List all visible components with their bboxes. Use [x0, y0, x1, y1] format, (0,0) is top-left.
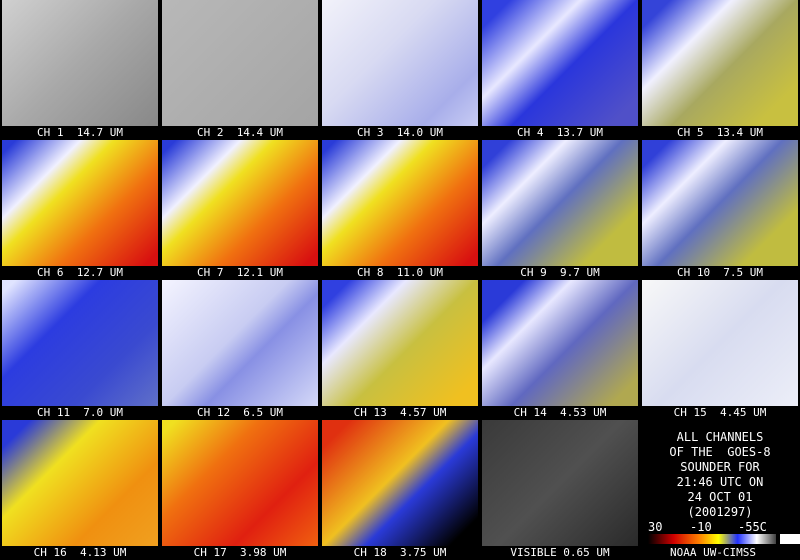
channel-image — [2, 280, 158, 406]
channel-label: CH 15 4.45 UM — [640, 406, 800, 420]
channel-panel: CH 18 3.75 UM — [320, 420, 480, 560]
caption: ALL CHANNELS OF THE GOES-8 SOUNDER FOR 21:4… — [640, 430, 800, 520]
channel-panel: CH 9 9.7 UM — [480, 140, 640, 280]
channel-image — [322, 0, 478, 126]
channel-image — [482, 420, 638, 546]
colorbar-label: -55C — [738, 520, 767, 534]
channel-panel: CH 2 14.4 UM — [160, 0, 320, 140]
channel-label: CH 16 4.13 UM — [0, 546, 160, 560]
channel-image — [642, 280, 798, 406]
channel-label: CH 10 7.5 UM — [640, 266, 800, 280]
channel-label: CH 5 13.4 UM — [640, 126, 800, 140]
channel-image — [642, 0, 798, 126]
channel-panel: CH 3 14.0 UM — [320, 0, 480, 140]
channel-panel: CH 16 4.13 UM — [0, 420, 160, 560]
channel-label: CH 9 9.7 UM — [480, 266, 640, 280]
channel-image — [642, 140, 798, 266]
channel-label: CH 17 3.98 UM — [160, 546, 320, 560]
channel-label: CH 6 12.7 UM — [0, 266, 160, 280]
colorbar-label: -10 — [690, 520, 712, 534]
channel-panel: VISIBLE 0.65 UM — [480, 420, 640, 560]
channel-label: VISIBLE 0.65 UM — [480, 546, 640, 560]
channel-image — [162, 140, 318, 266]
channel-image — [322, 280, 478, 406]
channel-image — [2, 420, 158, 546]
channel-image — [482, 0, 638, 126]
channel-label: CH 13 4.57 UM — [320, 406, 480, 420]
colorbar-end — [780, 534, 800, 544]
channel-panel: CH 5 13.4 UM — [640, 0, 800, 140]
channel-image — [162, 0, 318, 126]
channel-label: CH 1 14.7 UM — [0, 126, 160, 140]
channel-label: CH 18 3.75 UM — [320, 546, 480, 560]
channel-label: CH 8 11.0 UM — [320, 266, 480, 280]
credit: NOAA UW-CIMSS — [669, 546, 757, 559]
channel-panel: CH 12 6.5 UM — [160, 280, 320, 420]
channel-panel: CH 7 12.1 UM — [160, 140, 320, 280]
caption-line: ALL CHANNELS — [676, 430, 764, 444]
channel-label: CH 7 12.1 UM — [160, 266, 320, 280]
channel-label: CH 12 6.5 UM — [160, 406, 320, 420]
colorbar-label: 30 — [648, 520, 663, 534]
caption-line: 21:46 UTC ON — [676, 475, 764, 489]
channel-label: CH 3 14.0 UM — [320, 126, 480, 140]
channel-panel: CH 13 4.57 UM — [320, 280, 480, 420]
channel-image — [2, 140, 158, 266]
channel-panel: CH 8 11.0 UM — [320, 140, 480, 280]
channel-image — [482, 280, 638, 406]
caption-line: OF THE GOES-8 — [669, 445, 771, 459]
channel-label: CH 14 4.53 UM — [480, 406, 640, 420]
channel-panel: CH 6 12.7 UM — [0, 140, 160, 280]
channel-panel: CH 11 7.0 UM — [0, 280, 160, 420]
channel-image — [322, 420, 478, 546]
channel-label: CH 2 14.4 UM — [160, 126, 320, 140]
caption-line: SOUNDER FOR — [680, 460, 760, 474]
channel-panel: CH 4 13.7 UM — [480, 0, 640, 140]
channel-image — [322, 140, 478, 266]
caption-line: 24 OCT 01 — [687, 490, 753, 504]
channel-label: CH 11 7.0 UM — [0, 406, 160, 420]
colorbar — [648, 534, 776, 544]
channel-panel: CH 15 4.45 UM — [640, 280, 800, 420]
channel-panel: CH 17 3.98 UM — [160, 420, 320, 560]
channel-panel: CH 14 4.53 UM — [480, 280, 640, 420]
channel-label: CH 4 13.7 UM — [480, 126, 640, 140]
channel-panel: CH 10 7.5 UM — [640, 140, 800, 280]
channel-image — [2, 0, 158, 126]
channel-panel: CH 1 14.7 UM — [0, 0, 160, 140]
channel-image — [162, 280, 318, 406]
channel-image — [162, 420, 318, 546]
channel-image — [482, 140, 638, 266]
caption-line: (2001297) — [687, 505, 753, 519]
